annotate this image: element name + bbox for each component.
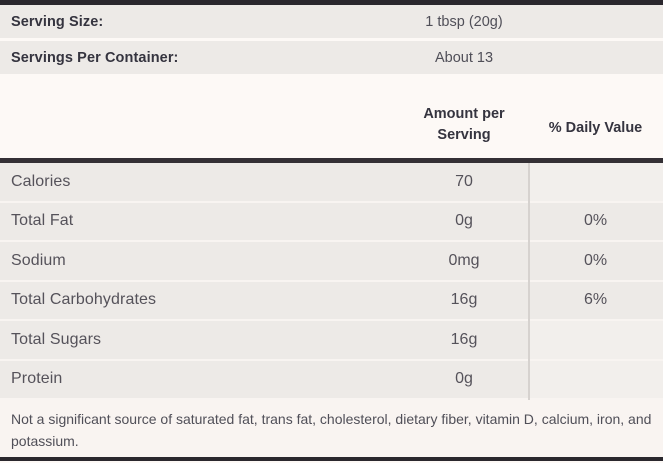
- row-label: Total Sugars: [11, 330, 102, 348]
- daily-value: [528, 163, 663, 201]
- row-label: Sodium: [11, 251, 66, 269]
- column-divider: [528, 163, 530, 400]
- servings-per-container-row: Servings Per Container: About 13: [0, 41, 663, 74]
- top-border-bar: [0, 0, 663, 5]
- bottom-border-bar: [0, 457, 663, 461]
- servings-per-container-label: Servings Per Container:: [11, 49, 179, 66]
- row-label: Total Fat: [11, 212, 74, 230]
- serving-size-label: Serving Size:: [11, 13, 104, 30]
- amount-value: 16g: [450, 291, 478, 309]
- table-row-protein: Protein 0g: [0, 360, 663, 400]
- amount-value: 16g: [450, 330, 478, 348]
- footnote: Not a significant source of saturated fa…: [0, 400, 663, 457]
- amount-value: 0g: [455, 212, 473, 230]
- table-row-total-carbohydrates: Total Carbohydrates 16g 6%: [0, 281, 663, 321]
- nutrient-table: Calories 70 Total Fat 0g 0% Sodium 0mg 0…: [0, 163, 663, 400]
- servings-per-container-value: About 13: [434, 49, 494, 66]
- daily-value: 0%: [583, 212, 608, 230]
- header-amount-per-serving-text: Amount per Serving: [423, 106, 505, 143]
- footnote-text: Not a significant source of saturated fa…: [11, 411, 652, 449]
- table-row-total-sugars: Total Sugars 16g: [0, 321, 663, 361]
- row-label: Total Carbohydrates: [11, 291, 157, 309]
- daily-value: [528, 360, 663, 398]
- daily-value: [528, 321, 663, 359]
- table-row-total-fat: Total Fat 0g 0%: [0, 202, 663, 242]
- header-amount-per-serving: Amount per Serving: [400, 104, 528, 158]
- header-percent-daily-value: % Daily Value: [548, 120, 643, 136]
- amount-value: 70: [455, 172, 473, 190]
- header-rule: [0, 158, 663, 163]
- row-label: Calories: [11, 172, 71, 190]
- table-header-row: Amount per Serving % Daily Value: [0, 74, 663, 158]
- serving-size-row: Serving Size: 1 tbsp (20g): [0, 5, 663, 38]
- amount-value: 0g: [455, 370, 473, 388]
- row-label: Protein: [11, 370, 63, 388]
- table-row-calories: Calories 70: [0, 163, 663, 203]
- table-row-sodium: Sodium 0mg 0%: [0, 242, 663, 282]
- daily-value: 6%: [583, 291, 608, 309]
- serving-size-value: 1 tbsp (20g): [425, 13, 503, 30]
- amount-value: 0mg: [448, 251, 480, 269]
- daily-value: 0%: [583, 251, 608, 269]
